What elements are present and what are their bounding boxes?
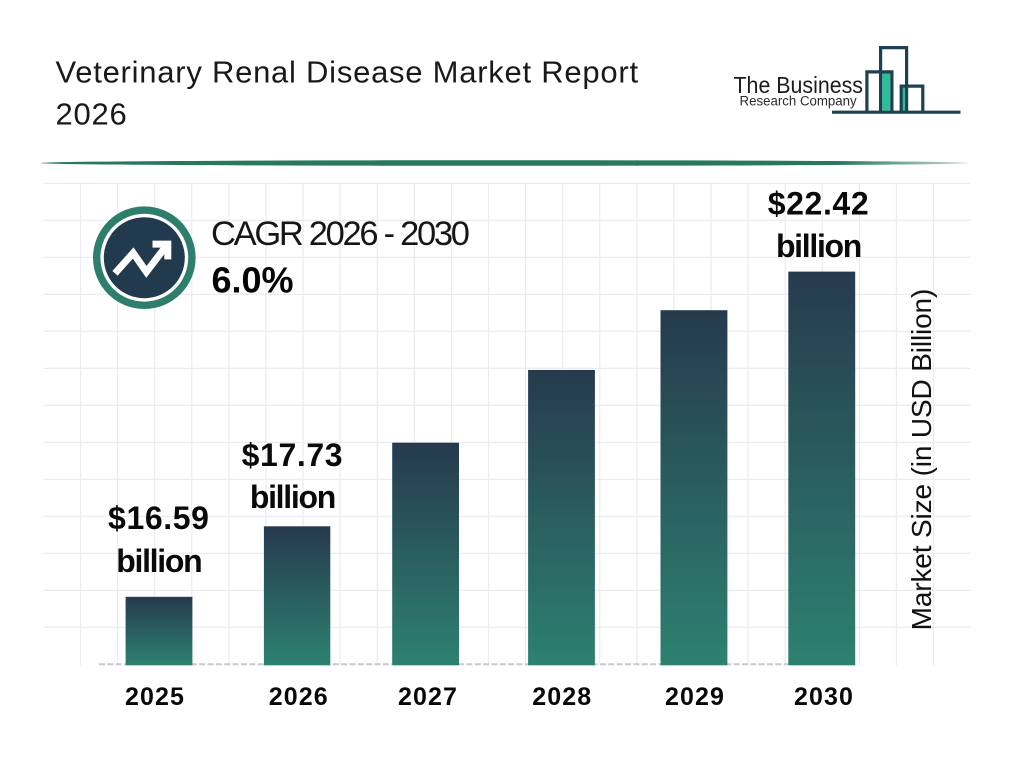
svg-text:2026: 2026 — [269, 683, 329, 711]
svg-text:2030: 2030 — [794, 683, 854, 711]
svg-text:CAGR 2026 - 2030: CAGR 2026 - 2030 — [211, 215, 469, 253]
svg-text:2026: 2026 — [56, 96, 128, 131]
svg-text:2029: 2029 — [665, 683, 725, 711]
svg-text:2028: 2028 — [532, 683, 592, 711]
svg-text:billion: billion — [250, 479, 335, 515]
svg-text:Veterinary Renal Disease Marke: Veterinary Renal Disease Market Report — [56, 54, 639, 89]
svg-text:$17.73: $17.73 — [242, 437, 343, 473]
svg-text:billion: billion — [776, 228, 861, 264]
svg-text:Market Size (in USD Billion): Market Size (in USD Billion) — [906, 289, 937, 630]
svg-text:2025: 2025 — [125, 683, 185, 711]
svg-text:$22.42: $22.42 — [768, 185, 869, 221]
svg-text:2027: 2027 — [398, 683, 458, 711]
svg-text:The Business: The Business — [734, 72, 864, 98]
svg-text:$16.59: $16.59 — [108, 500, 209, 536]
svg-text:Research Company: Research Company — [740, 93, 857, 108]
svg-text:6.0%: 6.0% — [212, 259, 294, 300]
svg-text:billion: billion — [116, 543, 201, 579]
